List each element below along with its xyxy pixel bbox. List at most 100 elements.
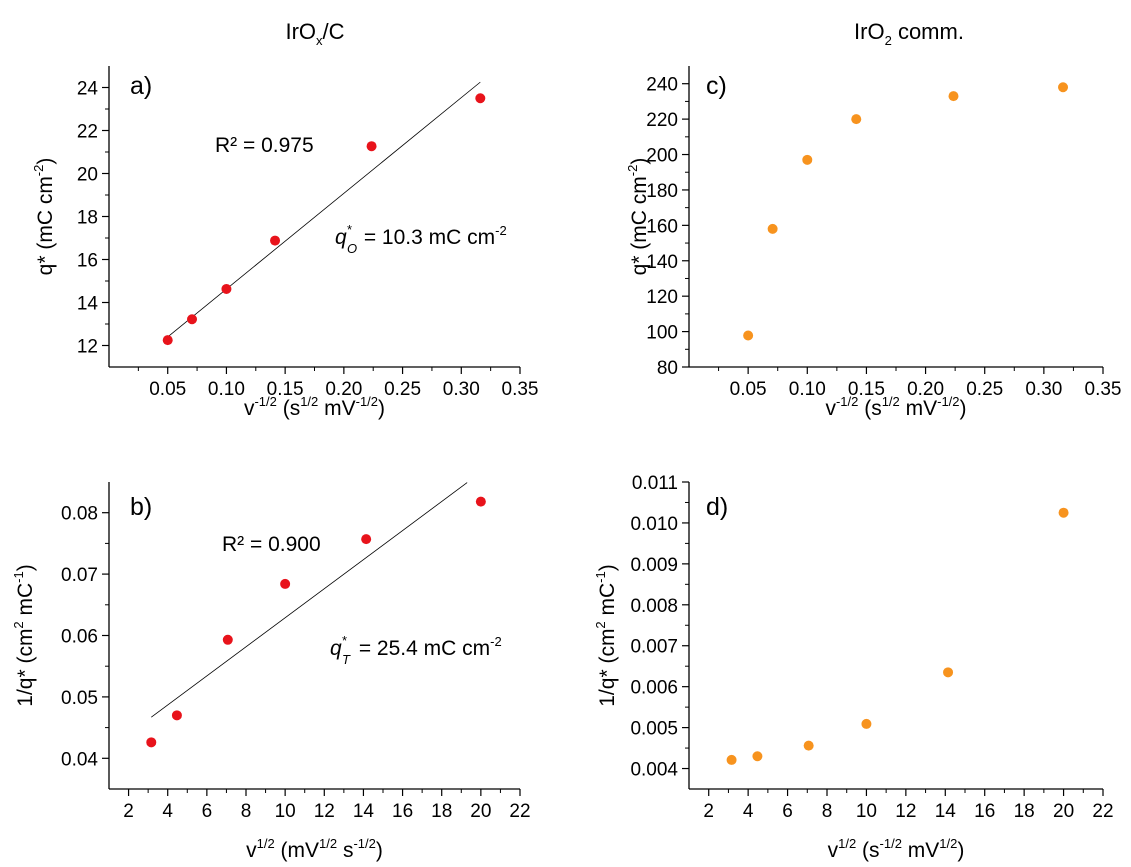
x-tick-label: 12 [314,801,335,822]
x-tick-label: 0.20 [907,379,944,400]
y-tick-label: 200 [646,146,678,167]
x-tick-label: 0.35 [1085,379,1122,400]
y-tick-label: 12 [77,337,98,358]
x-tick-label: 14 [353,801,375,822]
x-tick-label: 6 [202,801,213,822]
x-tick-label: 0.25 [966,379,1003,400]
capacity-annotation: q* T = 25.4 mC cm-2 [330,633,502,667]
y-tick-label: 160 [646,216,678,237]
x-tick-label: 0.05 [730,379,767,400]
x-axis-label: v1/2 (s-1/2 mV1/2) [828,836,965,862]
y-tick-label: 14 [77,294,99,315]
data-point [1058,507,1069,518]
data-point [475,496,486,507]
column-title-right: IrO2 comm. [854,19,964,48]
y-axis-label: q* (mC cm-2) [625,158,651,276]
x-tick-label: 0.30 [1025,379,1062,400]
y-tick-label: 140 [646,252,678,273]
y-tick-label: 220 [646,110,678,131]
data-point [752,751,763,762]
x-tick-label: 4 [743,801,754,822]
x-tick-label: 0.10 [208,379,245,400]
panel-b: 2 4 6 8 10 12 14 16 18 20 22 0.04 0.05 0.06 0.07 0.08 b)… [11,482,531,862]
x-tick-label: 2 [703,801,714,822]
panel-a: 0.05 0.10 0.15 0.20 0.25 0.30 0.35 12 14 16 18 20 22… [31,66,538,420]
x-tick-label: 0.15 [848,379,885,400]
y-tick-label: 0.07 [61,565,98,586]
data-point [162,335,173,346]
y-tick-label: 0.010 [630,514,678,535]
panel-label: c) [706,72,727,100]
panel-c: 0.05 0.10 0.15 0.20 0.25 0.30 0.35 80 100 120 140 1… [625,66,1121,420]
x-tick-label: 4 [162,801,173,822]
x-tick-label: 10 [856,801,877,822]
x-tick-label: 12 [895,801,916,822]
data-point [802,154,813,165]
data-point [171,710,182,721]
y-tick-label: 0.04 [61,749,98,770]
y-tick-label: 0.011 [632,473,678,494]
data-point [861,718,872,729]
x-tick-label: 18 [431,801,452,822]
data-point [366,141,377,152]
column-title-left: IrOx/C [285,19,344,48]
x-tick-label: 20 [1053,801,1074,822]
y-axis-label: 1/q* (cm2 mC-1) [11,564,37,706]
data-point [475,93,486,104]
y-tick-label: 100 [646,323,678,344]
x-tick-label: 0.25 [384,379,421,400]
y-tick-label: 0.004 [630,760,678,781]
x-tick-label: 16 [392,801,413,822]
y-axis-label: 1/q* (cm2 mC-1) [593,564,619,706]
data-point [222,634,233,645]
panel-label: d) [706,493,728,521]
y-tick-label: 0.009 [630,555,678,576]
y-tick-label: 80 [657,358,678,379]
x-tick-label: 0.15 [267,379,304,400]
y-tick-label: 180 [646,181,678,202]
x-axis-label: v-1/2 (s1/2 mV-1/2) [244,394,385,420]
y-axis-label: q* (mC cm-2) [31,158,57,276]
panel-label: a) [130,72,152,100]
y-tick-label: 22 [77,122,98,143]
x-tick-label: 22 [509,801,530,822]
data-point [767,223,778,234]
x-tick-label: 20 [470,801,491,822]
y-tick-label: 0.05 [61,688,98,709]
x-axis-label: v1/2 (mV1/2 s-1/2) [246,836,383,862]
fit-line [151,482,468,718]
data-point [1058,82,1069,93]
x-tick-label: 18 [1014,801,1035,822]
y-tick-label: 20 [77,165,98,186]
data-point [943,667,954,678]
x-axis-label: v-1/2 (s1/2 mV-1/2) [825,394,966,420]
y-tick-label: 24 [77,79,99,100]
y-tick-label: 0.06 [61,627,98,648]
x-tick-label: 0.20 [325,379,362,400]
x-tick-label: 16 [974,801,995,822]
data-point [948,91,959,102]
x-tick-label: 10 [275,801,296,822]
x-tick-label: 22 [1092,801,1113,822]
data-point [280,578,291,589]
panel-label: b) [130,493,152,521]
data-point [146,737,157,748]
x-tick-label: 8 [822,801,833,822]
x-tick-label: 14 [935,801,957,822]
y-tick-label: 18 [77,208,98,229]
y-tick-label: 120 [646,287,678,308]
x-tick-label: 0.30 [443,379,480,400]
capacity-annotation: q* O = 10.3 mC cm-2 [335,222,507,256]
x-tick-label: 0.10 [789,379,826,400]
y-tick-label: 240 [646,75,678,96]
y-tick-label: 0.007 [630,637,678,658]
y-tick-label: 0.008 [630,596,678,617]
y-tick-label: 0.006 [630,678,678,699]
panel-d: 2 4 6 8 10 12 14 16 18 20 22 0.004 0.005 0.006 0.007 0.… [593,473,1114,862]
x-tick-label: 0.05 [149,379,186,400]
y-tick-label: 0.005 [630,719,678,740]
data-point [726,754,737,765]
data-point [803,740,814,751]
y-tick-label: 0.08 [61,504,98,525]
